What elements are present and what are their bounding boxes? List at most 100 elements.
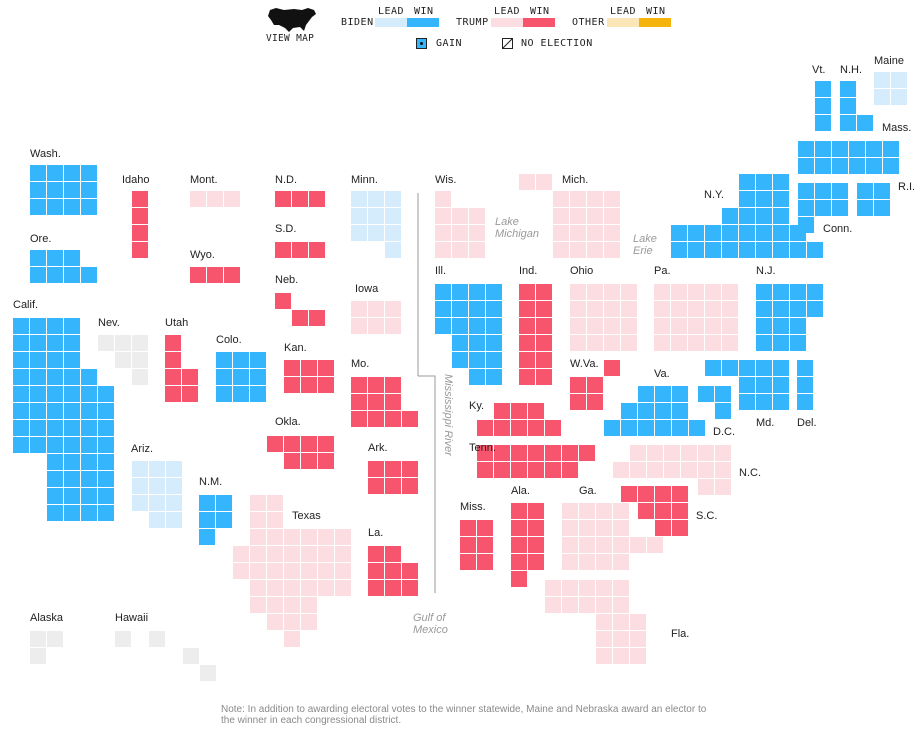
cell-north-carolina[interactable] (681, 462, 697, 478)
cell-texas[interactable] (284, 580, 300, 596)
cell-texas[interactable] (267, 495, 283, 511)
cell-georgia[interactable] (579, 554, 595, 570)
cell-missouri[interactable] (368, 377, 384, 393)
cell-louisiana[interactable] (385, 563, 401, 579)
cell-massachusetts[interactable] (832, 158, 848, 174)
cell-connecticut[interactable] (798, 200, 814, 216)
cell-california[interactable] (64, 454, 80, 470)
cell-florida[interactable] (545, 597, 561, 613)
cell-california[interactable] (64, 318, 80, 334)
cell-new-york[interactable] (671, 242, 687, 258)
cell-michigan[interactable] (536, 174, 552, 190)
cell-pennsylvania[interactable] (671, 301, 687, 317)
cell-oklahoma[interactable] (318, 453, 334, 469)
cell-virginia[interactable] (621, 420, 637, 436)
cell-new-york[interactable] (671, 225, 687, 241)
cell-california[interactable] (13, 335, 29, 351)
cell-louisiana[interactable] (368, 546, 384, 562)
cell-massachusetts[interactable] (832, 141, 848, 157)
cell-pennsylvania[interactable] (722, 335, 738, 351)
cell-washington[interactable] (64, 199, 80, 215)
cell-texas[interactable] (250, 546, 266, 562)
cell-texas[interactable] (233, 546, 249, 562)
cell-texas[interactable] (284, 597, 300, 613)
cell-nevada[interactable] (132, 352, 148, 368)
cell-texas[interactable] (250, 529, 266, 545)
cell-missouri[interactable] (385, 377, 401, 393)
cell-pennsylvania[interactable] (705, 301, 721, 317)
cell-new-york[interactable] (773, 191, 789, 207)
cell-california[interactable] (98, 437, 114, 453)
cell-texas[interactable] (301, 580, 317, 596)
cell-kansas[interactable] (318, 360, 334, 376)
cell-california[interactable] (64, 335, 80, 351)
cell-mississippi[interactable] (460, 537, 476, 553)
cell-georgia[interactable] (596, 554, 612, 570)
cell-massachusetts[interactable] (798, 141, 814, 157)
cell-california[interactable] (98, 488, 114, 504)
cell-california[interactable] (64, 505, 80, 521)
cell-new-york[interactable] (756, 242, 772, 258)
cell-california[interactable] (30, 386, 46, 402)
cell-minnesota[interactable] (385, 225, 401, 241)
cell-wisconsin[interactable] (435, 208, 451, 224)
cell-north-carolina[interactable] (681, 445, 697, 461)
cell-new-jersey[interactable] (756, 318, 772, 334)
cell-tennessee[interactable] (528, 462, 544, 478)
cell-arizona[interactable] (149, 461, 165, 477)
cell-illinois[interactable] (435, 301, 451, 317)
cell-georgia[interactable] (579, 537, 595, 553)
cell-georgia[interactable] (647, 537, 663, 553)
cell-texas[interactable] (267, 580, 283, 596)
cell-california[interactable] (47, 403, 63, 419)
cell-kentucky[interactable] (477, 420, 493, 436)
cell-north-dakota[interactable] (275, 191, 291, 207)
cell-alabama[interactable] (511, 571, 527, 587)
cell-texas[interactable] (284, 631, 300, 647)
cell-texas[interactable] (267, 529, 283, 545)
cell-california[interactable] (98, 403, 114, 419)
cell-minnesota[interactable] (351, 208, 367, 224)
cell-texas[interactable] (318, 563, 334, 579)
cell-new-york[interactable] (773, 225, 789, 241)
cell-mississippi[interactable] (477, 537, 493, 553)
cell-mississippi[interactable] (477, 554, 493, 570)
cell-texas[interactable] (284, 546, 300, 562)
cell-texas[interactable] (284, 563, 300, 579)
cell-texas[interactable] (335, 529, 351, 545)
cell-new-mexico[interactable] (199, 512, 215, 528)
cell-new-york[interactable] (739, 174, 755, 190)
cell-oklahoma[interactable] (284, 436, 300, 452)
cell-wisconsin[interactable] (435, 242, 451, 258)
cell-minnesota[interactable] (385, 191, 401, 207)
cell-california[interactable] (81, 471, 97, 487)
cell-new-york[interactable] (722, 225, 738, 241)
cell-ohio[interactable] (604, 284, 620, 300)
cell-ohio[interactable] (587, 301, 603, 317)
cell-minnesota[interactable] (368, 208, 384, 224)
cell-michigan[interactable] (553, 191, 569, 207)
cell-district-of-columbia[interactable] (698, 386, 714, 402)
cell-colorado[interactable] (216, 352, 232, 368)
cell-south-dakota[interactable] (309, 242, 325, 258)
cell-mississippi[interactable] (477, 520, 493, 536)
cell-ohio[interactable] (587, 335, 603, 351)
cell-california[interactable] (98, 420, 114, 436)
cell-michigan[interactable] (570, 242, 586, 258)
cell-california[interactable] (47, 471, 63, 487)
cell-michigan[interactable] (587, 208, 603, 224)
cell-tennessee[interactable] (545, 445, 561, 461)
cell-wyoming[interactable] (224, 267, 240, 283)
cell-washington[interactable] (81, 182, 97, 198)
cell-massachusetts[interactable] (866, 141, 882, 157)
cell-maryland[interactable] (773, 377, 789, 393)
cell-iowa[interactable] (368, 301, 384, 317)
cell-texas[interactable] (301, 529, 317, 545)
cell-delaware[interactable] (797, 360, 813, 376)
cell-kansas[interactable] (284, 360, 300, 376)
cell-connecticut[interactable] (832, 200, 848, 216)
cell-california[interactable] (98, 454, 114, 470)
cell-ohio[interactable] (621, 335, 637, 351)
cell-california[interactable] (81, 454, 97, 470)
cell-indiana[interactable] (536, 335, 552, 351)
